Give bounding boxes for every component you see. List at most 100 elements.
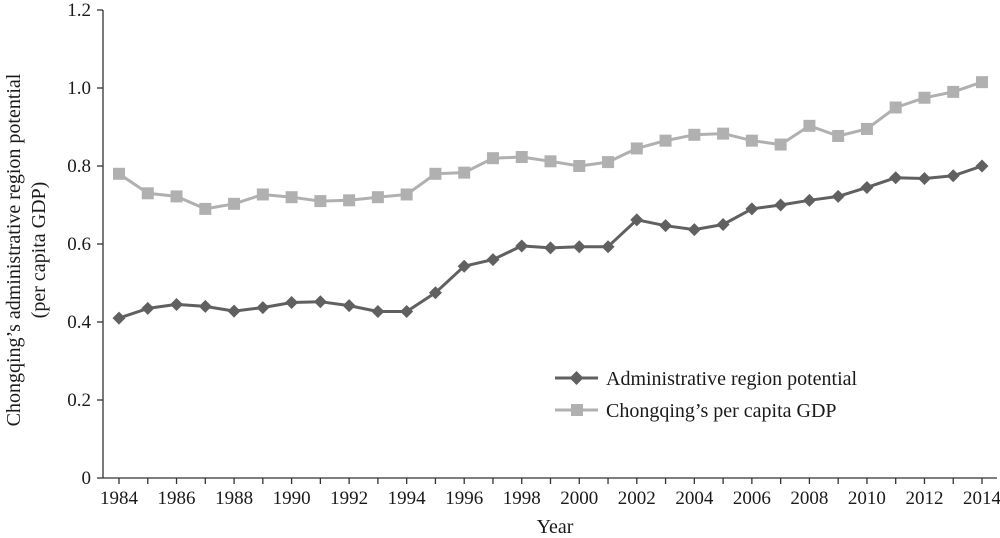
data-point-square — [458, 166, 471, 179]
legend: Administrative region potential Chongqin… — [555, 368, 857, 422]
data-point-square — [774, 138, 787, 151]
x-tick-label: 2004 — [675, 488, 714, 509]
data-point-square — [228, 197, 241, 210]
data-point-diamond — [946, 169, 960, 183]
data-point-diamond — [544, 241, 557, 255]
y-axis-title: Chongqing’s administrative region potent… — [3, 73, 50, 426]
y-axis-title-line2: (per capita GDP) — [28, 182, 50, 319]
data-point-diamond — [889, 171, 903, 185]
data-point-square — [803, 119, 816, 132]
data-point-square — [400, 188, 413, 201]
data-point-square — [717, 127, 730, 140]
x-tick-label: 2002 — [618, 488, 656, 509]
x-tick-label: 2010 — [848, 488, 886, 509]
series-layer — [112, 76, 989, 325]
data-point-diamond — [630, 213, 644, 227]
data-point-square — [947, 85, 960, 98]
x-tick-label: 1996 — [445, 488, 483, 509]
x-tick-label: 2006 — [733, 488, 771, 509]
data-point-square — [860, 122, 873, 135]
legend-label-gdp: Chongqing’s per capita GDP — [606, 400, 837, 422]
data-point-diamond — [802, 193, 816, 207]
x-tick-label: 1994 — [388, 488, 427, 509]
data-point-diamond — [256, 301, 270, 315]
data-point-diamond — [917, 171, 931, 185]
y-tick-label: 0.6 — [67, 234, 91, 255]
data-point-square — [170, 190, 183, 203]
series-line-gdp — [118, 80, 983, 211]
data-point-diamond — [774, 198, 788, 212]
data-point-square — [918, 91, 931, 104]
data-point-diamond — [198, 299, 212, 313]
data-point-square — [113, 167, 125, 180]
x-tick-label: 2014 — [963, 488, 1000, 509]
data-point-square — [199, 202, 212, 215]
data-point-diamond — [486, 253, 500, 267]
x-tick-label: 1998 — [503, 488, 541, 509]
y-tick-label: 0.2 — [67, 390, 91, 411]
x-ticks: 1984 1986 1988 1990 1992 1994 1996 1998 2000 2002… — [100, 478, 1000, 509]
data-point-diamond — [342, 299, 356, 313]
data-point-diamond — [112, 311, 126, 325]
data-point-square — [976, 76, 988, 89]
data-point-square — [256, 188, 269, 201]
y-tick-label: 1.2 — [67, 0, 91, 21]
data-point-square — [688, 128, 701, 141]
data-point-diamond — [400, 304, 414, 318]
y-tick-label: 0 — [82, 468, 92, 489]
data-point-diamond — [831, 189, 845, 203]
y-axis-title-line1: Chongqing’s administrative region potent… — [3, 73, 25, 426]
x-tick-label: 1988 — [215, 488, 253, 509]
data-point-diamond — [745, 202, 759, 216]
data-point-diamond — [975, 159, 989, 173]
data-point-square — [745, 134, 758, 147]
data-point-diamond — [457, 259, 471, 273]
data-point-square — [429, 167, 442, 180]
data-point-square — [515, 151, 528, 164]
data-point-square — [314, 195, 327, 208]
data-point-square — [141, 187, 154, 200]
x-tick-label: 2012 — [905, 488, 943, 509]
data-point-diamond — [687, 223, 701, 237]
data-point-diamond — [313, 295, 327, 309]
data-point-diamond — [227, 304, 241, 318]
x-axis-title: Year — [537, 516, 574, 538]
data-point-diamond — [860, 180, 874, 194]
data-point-square — [343, 194, 356, 207]
legend-item-gdp: Chongqing’s per capita GDP — [555, 400, 837, 422]
data-point-square — [544, 155, 557, 168]
data-point-diamond — [515, 239, 529, 253]
x-tick-label: 2000 — [560, 488, 598, 509]
y-tick-label: 0.4 — [67, 312, 91, 333]
data-point-square — [573, 160, 586, 172]
data-point-diamond — [716, 218, 730, 231]
data-point-square — [486, 152, 499, 165]
y-ticks: 0 0.2 0.4 0.6 0.8 1.0 1.2 — [67, 0, 103, 489]
data-point-diamond — [285, 296, 299, 309]
data-point-square — [659, 134, 672, 147]
data-point-square — [832, 129, 845, 142]
legend-item-administrative: Administrative region potential — [555, 368, 857, 390]
data-point-diamond — [170, 297, 184, 311]
data-point-square — [630, 142, 643, 155]
data-point-diamond — [659, 219, 673, 233]
y-tick-label: 0.8 — [67, 156, 91, 177]
x-tick-label: 2008 — [790, 488, 828, 509]
legend-label-administrative: Administrative region potential — [606, 368, 857, 390]
data-point-diamond — [601, 240, 615, 254]
data-point-square — [285, 191, 298, 204]
legend-diamond-marker — [569, 371, 584, 385]
data-point-square — [371, 191, 384, 204]
data-point-diamond — [572, 240, 586, 254]
data-point-diamond — [141, 301, 155, 315]
legend-square-marker — [571, 404, 583, 416]
data-point-square — [602, 156, 615, 169]
x-tick-label: 1990 — [273, 488, 311, 509]
data-point-diamond — [428, 286, 442, 300]
data-point-square — [889, 101, 902, 114]
x-tick-label: 1992 — [330, 488, 368, 509]
x-tick-label: 1984 — [100, 488, 139, 509]
x-tick-label: 1986 — [158, 488, 196, 509]
data-point-diamond — [371, 304, 385, 318]
